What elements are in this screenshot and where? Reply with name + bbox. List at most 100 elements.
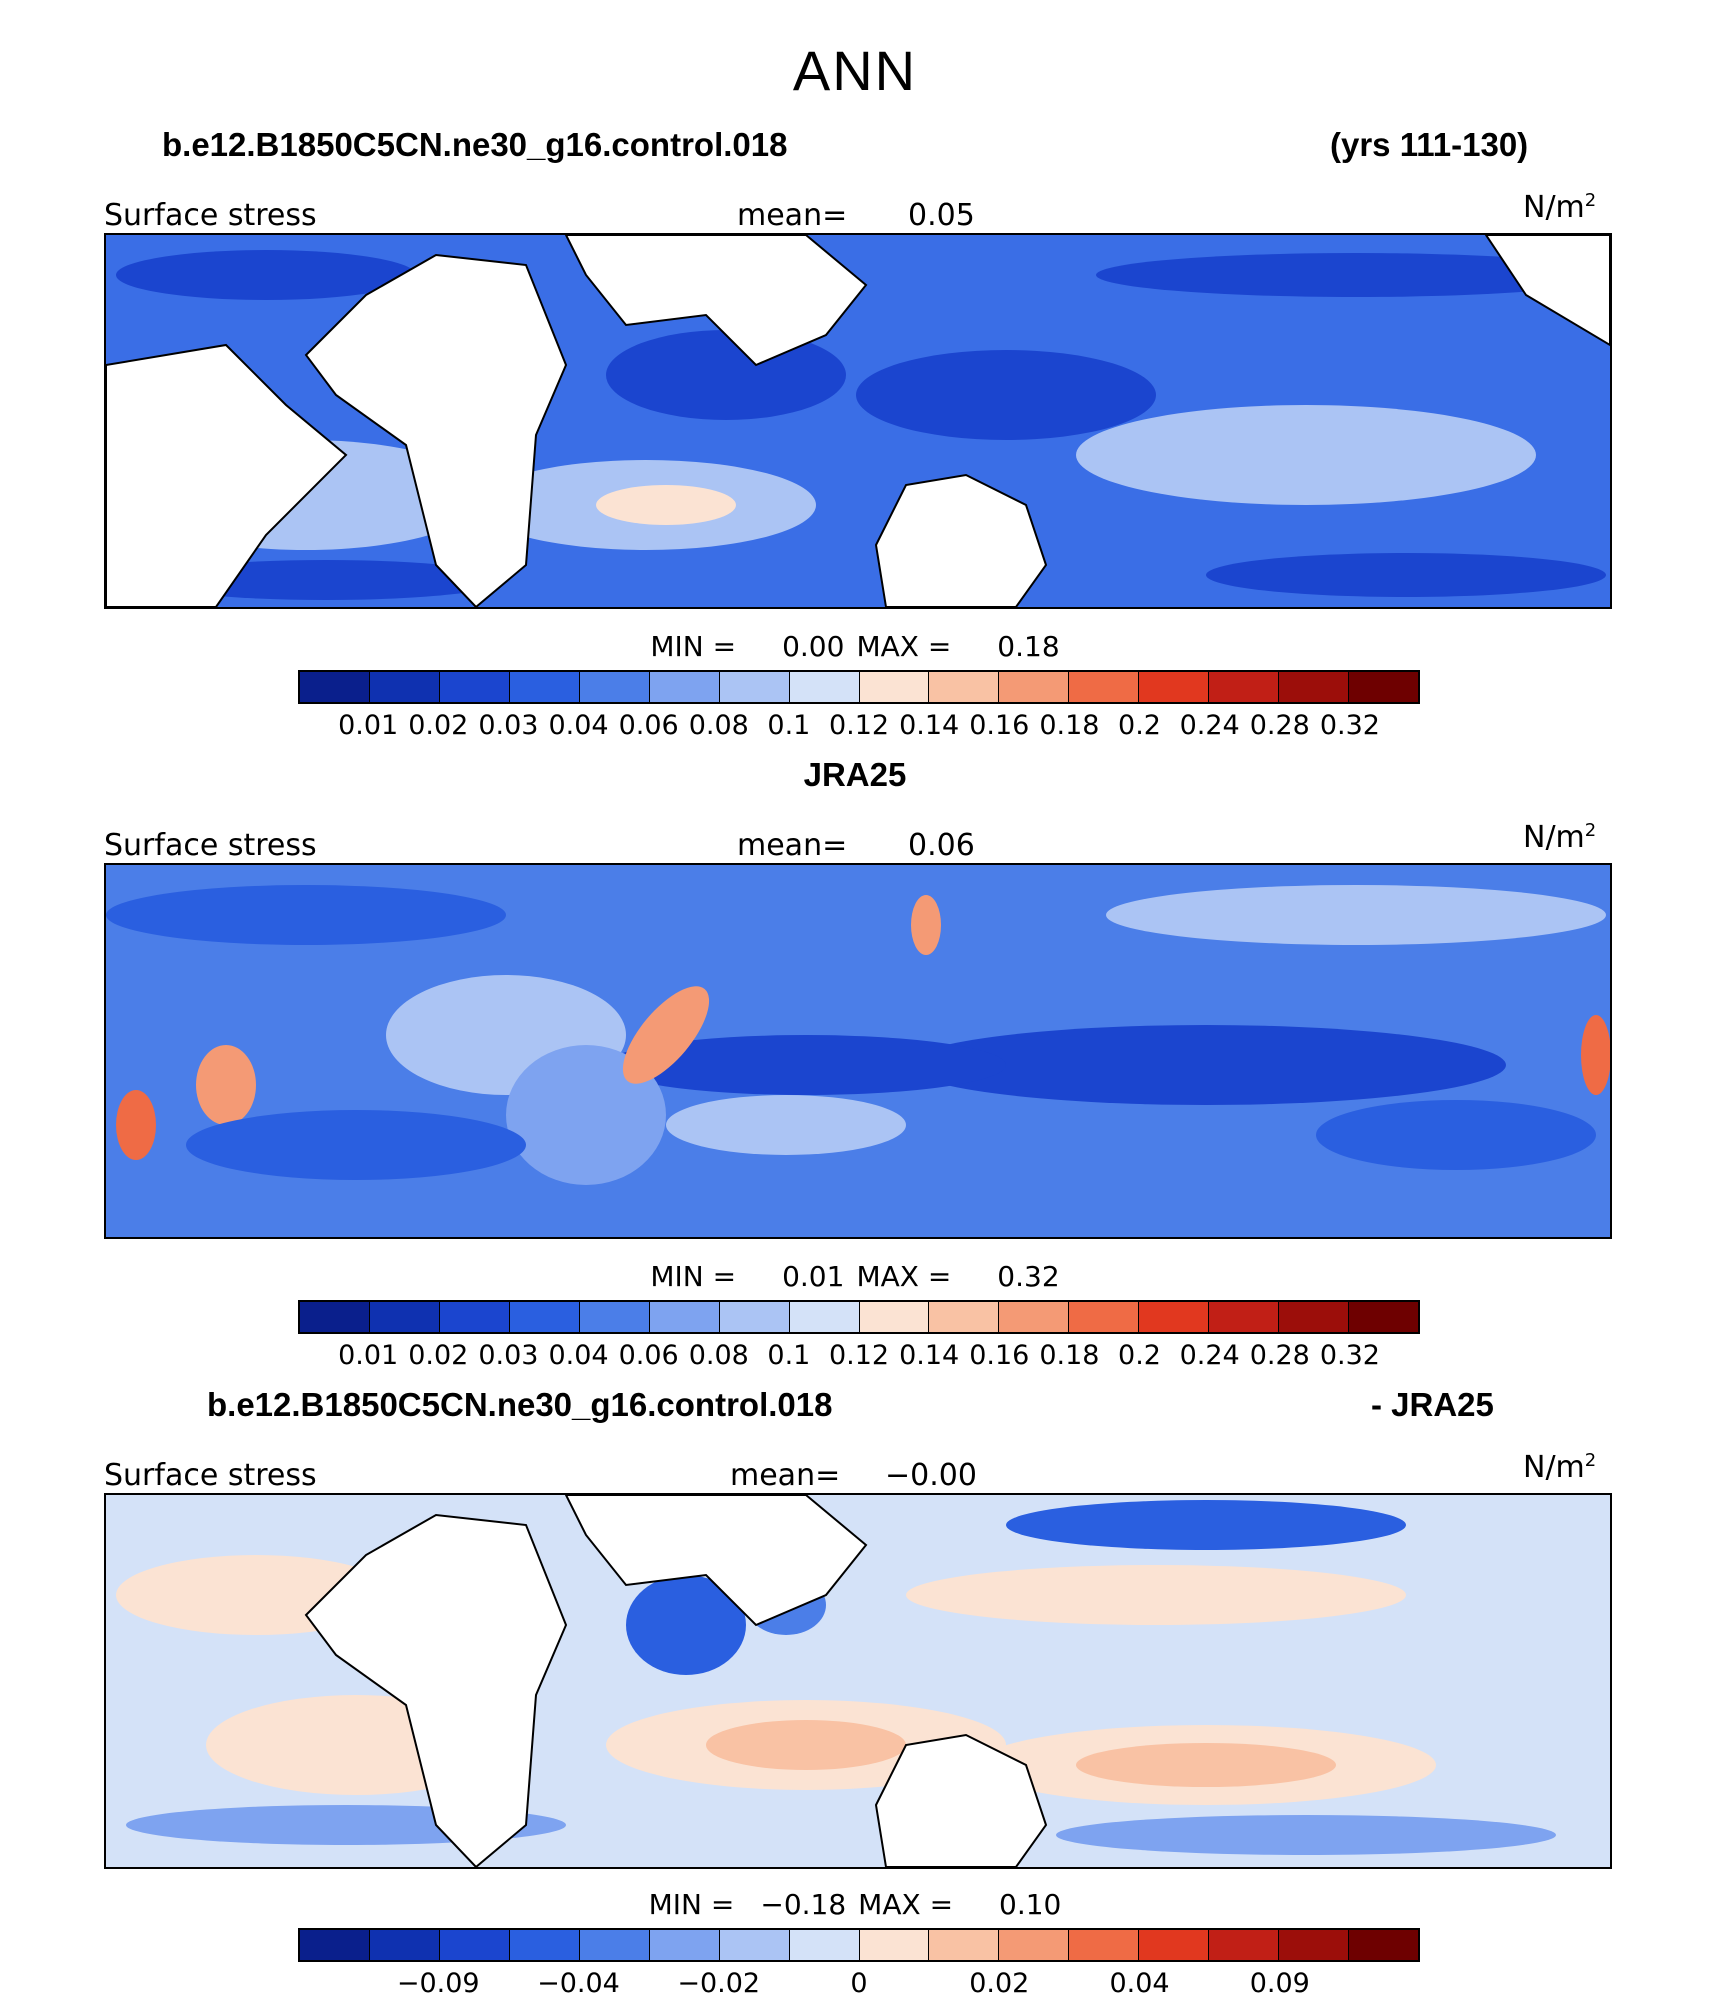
colorbar-cell [1069,1302,1140,1332]
colorbar-cell [1069,1930,1140,1960]
tick-label: 0.24 [1179,1340,1240,1371]
panel3-diff-label: - JRA25 [1371,1386,1494,1423]
tick-label: 0.2 [1118,710,1161,741]
colorbar-cell [859,672,930,702]
colorbar-cell [579,672,650,702]
panel2-mean-value: 0.06 [908,828,975,863]
colorbar-cell [649,1930,720,1960]
tick-label: 0.12 [828,710,890,741]
tick-label: 0.32 [1319,710,1380,741]
colorbar-cell [369,1302,440,1332]
panel3-colorbar [298,1928,1420,1962]
tick-label: 0.08 [688,710,749,741]
tick-label: 0.28 [1249,710,1310,741]
colorbar-cell [509,672,580,702]
panel2-map [104,863,1612,1239]
tick-label: 0.02 [969,1968,1030,1999]
tick-label: 0.01 [338,710,399,741]
panel1-variable-label: Surface stress [104,198,317,233]
panel1-mean-label: mean= [737,198,848,233]
colorbar-cell [719,672,790,702]
tick-label: 0 [850,1968,868,1999]
colorbar-cell [1139,1930,1210,1960]
tick-label: 0.1 [767,710,811,741]
panel2-mean-label: mean= [737,828,848,863]
tick-label: 0.2 [1118,1340,1161,1371]
colorbar-cell [719,1302,790,1332]
panel3-units: N/m2 [1523,1450,1597,1485]
colorbar-cell [369,672,440,702]
tick-label: 0.06 [618,710,679,741]
colorbar-cell [1279,672,1350,702]
tick-label: 0.28 [1249,1340,1310,1371]
panel1-years: (yrs 111-130) [1330,126,1529,163]
panel2-case-title: JRA25 [803,756,907,793]
tick-label: 0.04 [548,710,609,741]
tick-label: 0.12 [828,1340,890,1371]
colorbar-cell [859,1930,930,1960]
colorbar-cell [1349,672,1418,702]
panel2-minmax: MIN = 0.01 MAX = 0.32 [650,1260,1060,1293]
panel2-colorbar [298,1300,1420,1334]
tick-label: 0.04 [548,1340,609,1371]
colorbar-cell [859,1302,930,1332]
tick-label: 0.1 [767,1340,811,1371]
colorbar-cell [1349,1930,1418,1960]
tick-label: 0.18 [1039,710,1100,741]
colorbar-cell [999,1930,1070,1960]
colorbar-cell [1279,1930,1350,1960]
colorbar-cell [929,1930,1000,1960]
panel3-tick-labels: −0.09 −0.04 −0.02 0 0.02 0.04 0.09 [0,1968,1710,2004]
panel2-tick-labels: 0.01 0.02 0.03 0.04 0.06 0.08 0.1 0.12 0.14 0.16 0… [0,1340,1710,1376]
colorbar-cell [300,1302,370,1332]
colorbar-cell [1209,1930,1280,1960]
tick-label: 0.16 [969,1340,1030,1371]
colorbar-cell [509,1930,580,1960]
colorbar-cell [509,1302,580,1332]
panel1-map-svg [106,235,1610,607]
panel1-units: N/m2 [1523,190,1597,225]
colorbar-cell [999,672,1070,702]
colorbar-cell [649,1302,720,1332]
colorbar-cell [789,1930,860,1960]
tick-label: 0.16 [969,710,1030,741]
panel1-tick-labels: 0.01 0.02 0.03 0.04 0.06 0.08 0.1 0.12 0.14 0.16 0… [0,710,1710,746]
panel3-case-title: b.e12.B1850C5CN.ne30_g16.control.018 [207,1386,833,1423]
colorbar-cell [719,1930,790,1960]
colorbar-cell [929,672,1000,702]
tick-label: 0.02 [408,710,469,741]
panel2-map-svg [106,865,1610,1237]
tick-label: 0.14 [899,710,960,741]
tick-label: 0.03 [478,710,539,741]
tick-label: 0.01 [338,1340,399,1371]
tick-label: 0.02 [408,1340,469,1371]
panel1-colorbar [298,670,1420,704]
tick-label: 0.14 [899,1340,960,1371]
colorbar-cell [1209,1302,1280,1332]
colorbar-cell [1069,672,1140,702]
tick-label: 0.09 [1249,1968,1310,1999]
colorbar-cell [649,672,720,702]
colorbar-cell [579,1302,650,1332]
colorbar-cell [789,672,860,702]
tick-label: −0.09 [396,1968,480,1999]
colorbar-cell [999,1302,1070,1332]
main-title: ANN [792,39,918,102]
panel3-variable-label: Surface stress [104,1458,317,1493]
panel2-variable-label: Surface stress [104,828,317,863]
colorbar-cell [439,672,510,702]
tick-label: −0.04 [537,1968,620,1999]
colorbar-cell [369,1930,440,1960]
tick-label: 0.03 [478,1340,539,1371]
panel2-units: N/m2 [1523,820,1597,855]
tick-label: 0.32 [1319,1340,1380,1371]
tick-label: −0.02 [677,1968,761,1999]
colorbar-cell [1139,1302,1210,1332]
colorbar-cell [1279,1302,1350,1332]
panel3-mean-value: −0.00 [885,1458,977,1493]
colorbar-cell [439,1930,510,1960]
colorbar-cell [1349,1302,1418,1332]
panel3-map [104,1493,1612,1869]
tick-label: 0.08 [688,1340,749,1371]
panel3-map-svg [106,1495,1610,1867]
